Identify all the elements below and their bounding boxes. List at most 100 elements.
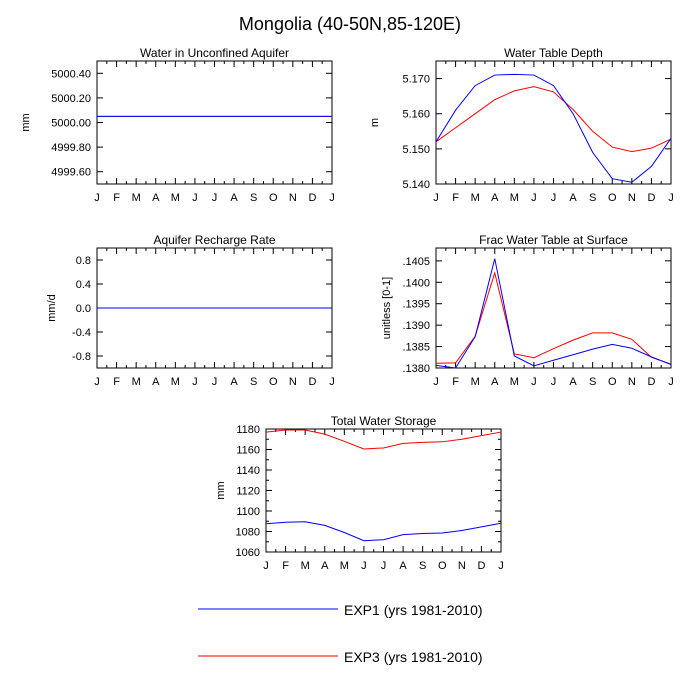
y-tick-label: 5.160	[402, 109, 430, 121]
y-tick-label: 0.4	[76, 279, 91, 291]
y-tick-label: 5.140	[402, 179, 430, 191]
x-tick-label: A	[491, 376, 499, 388]
x-tick-label: M	[340, 560, 349, 572]
x-tick-label: N	[628, 376, 636, 388]
y-tick-label: .1385	[402, 342, 430, 354]
x-tick-label: J	[329, 376, 335, 388]
x-tick-label: D	[647, 192, 655, 204]
y-axis-label: mm	[215, 481, 227, 499]
x-tick-label: S	[589, 192, 596, 204]
y-tick-label: 5000.20	[51, 93, 91, 105]
x-tick-label: M	[132, 376, 141, 388]
x-tick-label: M	[301, 560, 310, 572]
x-tick-label: J	[668, 376, 674, 388]
x-tick-label: O	[608, 376, 617, 388]
x-tick-label: J	[498, 560, 504, 572]
x-tick-label: M	[510, 192, 519, 204]
y-tick-label: 5000.00	[51, 118, 91, 130]
y-tick-label: 4999.80	[51, 142, 91, 154]
y-tick-label: 1120	[236, 486, 260, 498]
y-tick-label: .1390	[402, 320, 430, 332]
y-tick-label: -0.4	[72, 327, 91, 339]
x-tick-label: A	[152, 376, 160, 388]
panel-title: Aquifer Recharge Rate	[153, 233, 275, 247]
y-tick-label: .1405	[402, 256, 430, 268]
x-tick-label: F	[452, 192, 459, 204]
y-axis-label: mm/d	[46, 294, 58, 322]
y-axis-label: unitless [0-1]	[381, 277, 393, 339]
x-tick-label: J	[433, 376, 439, 388]
y-tick-label: 0.0	[76, 303, 91, 315]
series-line-exp3	[265, 429, 502, 450]
x-tick-label: J	[329, 192, 335, 204]
x-tick-label: J	[531, 192, 537, 204]
x-tick-label: J	[192, 192, 198, 204]
y-tick-label: .1400	[402, 277, 430, 289]
y-tick-label: 1140	[236, 465, 260, 477]
x-tick-label: N	[289, 376, 297, 388]
x-tick-label: M	[471, 376, 480, 388]
y-tick-label: 1180	[236, 424, 260, 436]
y-tick-label: 4999.60	[51, 167, 91, 179]
x-tick-label: M	[171, 192, 180, 204]
x-tick-label: A	[230, 192, 238, 204]
y-tick-label: 1060	[236, 547, 260, 559]
y-tick-label: 5.170	[402, 74, 430, 86]
x-tick-label: A	[399, 560, 407, 572]
x-tick-label: J	[94, 192, 100, 204]
x-tick-label: J	[668, 192, 674, 204]
x-tick-label: A	[321, 560, 329, 572]
x-tick-label: A	[569, 376, 577, 388]
x-tick-label: A	[569, 192, 577, 204]
x-tick-label: J	[263, 560, 269, 572]
x-tick-label: S	[250, 376, 257, 388]
x-tick-label: J	[551, 192, 557, 204]
y-axis-label: mm	[20, 113, 32, 131]
x-tick-label: N	[628, 192, 636, 204]
x-tick-label: J	[212, 376, 218, 388]
x-tick-label: J	[381, 560, 387, 572]
x-tick-label: M	[510, 376, 519, 388]
y-tick-label: 1160	[236, 445, 260, 457]
x-tick-label: J	[94, 376, 100, 388]
y-tick-label: -0.8	[72, 351, 91, 363]
y-tick-label: 5000.40	[51, 68, 91, 80]
y-tick-label: 5.150	[402, 144, 430, 156]
x-tick-label: F	[113, 192, 120, 204]
x-tick-label: J	[361, 560, 367, 572]
y-tick-label: 0.8	[76, 255, 91, 267]
x-tick-label: D	[308, 376, 316, 388]
plot-frame	[96, 60, 333, 185]
figure-title: Mongolia (40-50N,85-120E)	[239, 14, 461, 34]
x-tick-label: N	[289, 192, 297, 204]
x-tick-label: M	[471, 192, 480, 204]
x-tick-label: A	[152, 192, 160, 204]
panel-title: Water in Unconfined Aquifer	[140, 46, 289, 60]
x-tick-label: S	[589, 376, 596, 388]
x-tick-label: O	[269, 376, 278, 388]
x-tick-label: F	[113, 376, 120, 388]
x-tick-label: N	[458, 560, 466, 572]
x-tick-label: D	[477, 560, 485, 572]
legend: EXP1 (yrs 1981-2010) EXP3 (yrs 1981-2010…	[198, 602, 483, 665]
series-line-exp1	[265, 521, 502, 542]
series-line-exp1	[435, 258, 672, 369]
x-tick-label: D	[308, 192, 316, 204]
x-tick-label: S	[250, 192, 257, 204]
x-tick-label: D	[647, 376, 655, 388]
y-tick-label: .1395	[402, 299, 430, 311]
x-tick-label: F	[452, 376, 459, 388]
x-tick-label: O	[438, 560, 447, 572]
y-tick-label: .1380	[402, 363, 430, 375]
series-line-exp1	[435, 73, 672, 183]
panel-title: Water Table Depth	[504, 46, 603, 60]
panel-title: Total Water Storage	[331, 414, 437, 428]
x-tick-label: O	[608, 192, 617, 204]
x-tick-label: M	[132, 192, 141, 204]
x-tick-label: A	[230, 376, 238, 388]
x-tick-label: A	[491, 192, 499, 204]
